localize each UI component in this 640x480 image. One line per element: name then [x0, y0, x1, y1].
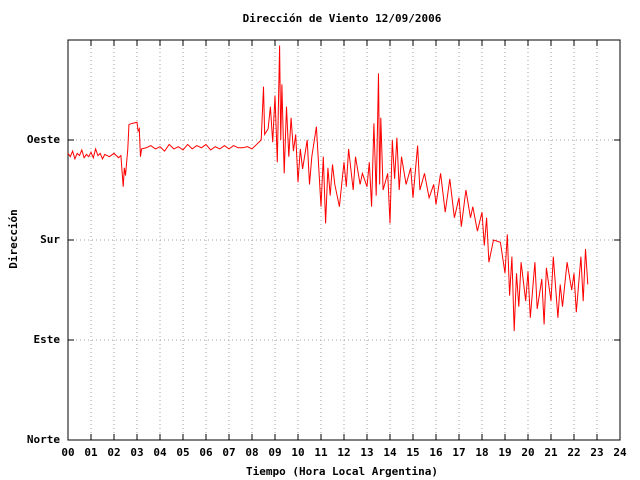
plot-frame [67, 39, 621, 441]
x-tick-label: 19 [498, 446, 511, 459]
x-tick-label: 06 [199, 446, 213, 459]
x-tick-label: 04 [153, 446, 167, 459]
x-tick-label: 07 [222, 446, 235, 459]
x-tick-label: 14 [383, 446, 397, 459]
x-tick-label: 05 [176, 446, 189, 459]
x-axis-label: Tiempo (Hora Local Argentina) [246, 465, 438, 478]
x-tick-label: 17 [452, 446, 465, 459]
x-tick-label: 15 [406, 446, 419, 459]
x-tick-label: 16 [429, 446, 443, 459]
chart-title: Dirección de Viento 12/09/2006 [243, 12, 442, 25]
x-tick-label: 20 [521, 446, 534, 459]
y-axis-label: Dirección [7, 209, 20, 269]
x-tick-label: 13 [360, 446, 373, 459]
x-tick-label: 01 [84, 446, 98, 459]
x-tick-label: 08 [245, 446, 258, 459]
y-tick-label: Oeste [27, 133, 60, 146]
x-tick-label: 00 [61, 446, 74, 459]
x-tick-label: 21 [544, 446, 558, 459]
x-tick-label: 10 [291, 446, 304, 459]
x-tick-label: 23 [590, 446, 603, 459]
data-line [67, 45, 589, 332]
x-tick-label: 22 [567, 446, 580, 459]
x-tick-label: 11 [314, 446, 328, 459]
x-tick-label: 24 [613, 446, 627, 459]
x-tick-label: 09 [268, 446, 281, 459]
y-tick-label: Este [34, 333, 61, 346]
x-tick-label: 12 [337, 446, 350, 459]
x-tick-label: 03 [130, 446, 143, 459]
x-tick-label: 02 [107, 446, 120, 459]
y-tick-label: Sur [40, 233, 60, 246]
y-tick-label: Norte [27, 433, 60, 446]
x-tick-label: 18 [475, 446, 488, 459]
